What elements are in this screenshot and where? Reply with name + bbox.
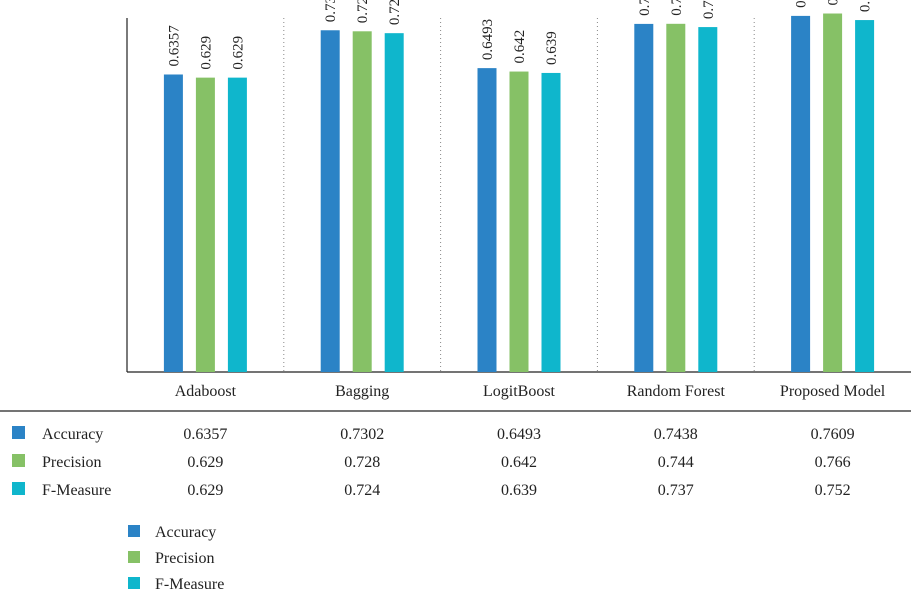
table-cell: 0.728 xyxy=(344,454,380,471)
table-cell: 0.629 xyxy=(187,454,223,471)
data-label: 0.6357 xyxy=(166,25,182,67)
bar-precision-bagging xyxy=(352,31,372,373)
data-label: 0.639 xyxy=(544,31,560,65)
table-cell: 0.639 xyxy=(501,482,537,499)
table-row-label: Precision xyxy=(42,454,102,471)
data-label: 0.728 xyxy=(355,0,371,23)
table-cell: 0.724 xyxy=(344,482,380,499)
legend-swatch-precision xyxy=(128,551,140,563)
data-label: 0.7438 xyxy=(637,0,653,16)
table-row-label: F-Measure xyxy=(42,482,111,499)
bar-f-measure-random-forest xyxy=(698,27,718,373)
bar-accuracy-bagging xyxy=(320,30,340,373)
bar-precision-adaboost xyxy=(195,77,215,373)
data-label: 0.642 xyxy=(512,30,528,64)
bar-f-measure-proposed-model xyxy=(855,20,875,373)
table-swatch-precision xyxy=(12,454,25,467)
x-tick-label: LogitBoost xyxy=(483,383,556,400)
legend-label: F-Measure xyxy=(155,576,224,593)
data-label: 0.752 xyxy=(858,0,874,12)
legend-label: Precision xyxy=(155,550,215,567)
data-label: 0.7302 xyxy=(323,0,339,22)
bar-precision-proposed-model xyxy=(823,13,843,373)
table-cell: 0.7302 xyxy=(340,426,384,443)
bar-f-measure-adaboost xyxy=(227,77,247,373)
table-cell: 0.752 xyxy=(815,482,851,499)
data-label: 0.629 xyxy=(230,36,246,70)
x-tick-label: Proposed Model xyxy=(780,383,886,400)
data-label: 0.724 xyxy=(387,0,403,25)
bar-precision-logitboost xyxy=(509,71,529,372)
bar-accuracy-proposed-model xyxy=(791,15,811,372)
bar-f-measure-logitboost xyxy=(541,72,561,372)
table-cell: 0.642 xyxy=(501,454,537,471)
table-swatch-accuracy xyxy=(12,426,25,439)
legend-label: Accuracy xyxy=(155,524,216,541)
bar-accuracy-random-forest xyxy=(634,23,654,372)
table-cell: 0.7438 xyxy=(654,426,698,443)
table-cell: 0.6357 xyxy=(183,426,227,443)
table-cell: 0.744 xyxy=(658,454,694,471)
data-label: 0.737 xyxy=(701,0,717,19)
bar-f-measure-bagging xyxy=(384,33,404,372)
legend-swatch-f-measure xyxy=(128,577,140,589)
data-label: 0.7609 xyxy=(794,0,810,8)
data-label: 0.744 xyxy=(669,0,685,16)
x-tick-label: Adaboost xyxy=(175,383,237,400)
table-cell: 0.629 xyxy=(187,482,223,499)
bar-accuracy-logitboost xyxy=(477,68,497,373)
legend-swatch-accuracy xyxy=(128,525,140,537)
data-label: 0.766 xyxy=(826,0,842,6)
bar-precision-random-forest xyxy=(666,23,686,372)
table-row-label: Accuracy xyxy=(42,426,103,443)
data-label: 0.6493 xyxy=(480,19,496,60)
data-label: 0.629 xyxy=(198,36,214,70)
table-cell: 0.737 xyxy=(658,482,694,499)
table-swatch-f-measure xyxy=(12,482,25,495)
table-cell: 0.766 xyxy=(815,454,851,471)
x-tick-label: Random Forest xyxy=(627,383,726,400)
x-tick-label: Bagging xyxy=(335,383,389,400)
table-cell: 0.6493 xyxy=(497,426,541,443)
table-cell: 0.7609 xyxy=(811,426,855,443)
bar-accuracy-adaboost xyxy=(163,74,183,372)
